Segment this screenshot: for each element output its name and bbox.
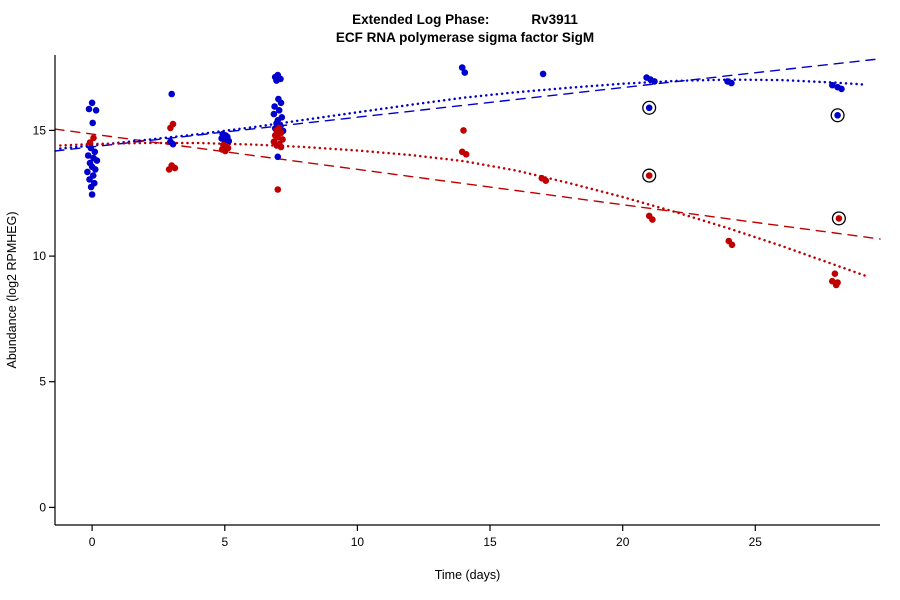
chart-subtitle: ECF RNA polymerase sigma factor SigM: [335, 30, 595, 45]
red-smooth-fit: [59, 141, 868, 278]
data-point: [460, 127, 467, 134]
data-point: [84, 168, 91, 176]
data-point: [165, 166, 173, 173]
data-point: [831, 270, 839, 278]
data-point: [89, 119, 96, 127]
data-point: [829, 81, 836, 89]
outlier-ring-icon: [831, 211, 846, 226]
data-point: [171, 164, 179, 172]
data-point: [271, 103, 278, 110]
x-tick-label: 25: [749, 535, 763, 549]
data-point: [273, 77, 280, 84]
y-tick-label: 15: [33, 123, 47, 137]
data-point: [88, 99, 96, 107]
data-point: [225, 137, 233, 145]
x-tick-label: 0: [89, 535, 96, 549]
data-point: [92, 166, 99, 173]
data-point: [539, 70, 547, 78]
data-point: [728, 241, 736, 249]
data-point: [834, 112, 841, 119]
data-point: [168, 90, 175, 98]
y-tick-label: 5: [39, 375, 46, 389]
y-tick-label: 0: [39, 500, 46, 514]
data-point: [728, 79, 735, 87]
outlier-point: [830, 108, 845, 123]
chart-title-prefix: Extended Log Phase:: [352, 12, 490, 27]
x-tick-label: 5: [221, 535, 228, 549]
data-point: [645, 172, 653, 179]
data-point: [651, 78, 658, 85]
data-point: [88, 191, 96, 198]
data-point: [277, 143, 285, 151]
data-point: [274, 186, 282, 193]
x-tick-label: 10: [351, 535, 365, 549]
blue-smooth-fit: [59, 78, 868, 150]
data-point: [275, 107, 283, 114]
outlier-point: [642, 100, 657, 115]
blue-linear-fit: [54, 58, 881, 152]
outlier-ring-icon: [642, 100, 657, 115]
data-point: [462, 151, 470, 158]
data-point: [85, 105, 93, 113]
outlier-point: [831, 211, 846, 226]
x-tick-label: 20: [616, 535, 630, 549]
data-point: [279, 136, 286, 143]
outlier-point: [642, 168, 657, 183]
data-point: [167, 124, 174, 132]
data-point: [649, 216, 656, 223]
y-axis-label: Abundance (log2 RPMHEG): [5, 211, 19, 369]
x-tick-label: 15: [483, 535, 497, 549]
data-point: [91, 148, 99, 156]
data-point: [93, 157, 101, 164]
chart-title-gene: Rv3911: [531, 12, 578, 27]
data-point: [222, 147, 229, 155]
data-point: [86, 139, 94, 146]
condition-blue-points: [84, 64, 845, 198]
outlier-ring-icon: [830, 108, 845, 123]
data-point: [87, 183, 95, 191]
red-linear-fit: [54, 128, 881, 240]
y-tick-label: 10: [33, 249, 47, 263]
data-point: [90, 134, 97, 142]
condition-red-points: [86, 120, 841, 289]
data-point: [270, 110, 278, 118]
outlier-ring-icon: [642, 168, 657, 183]
x-axis-label: Time (days): [434, 568, 501, 582]
data-point: [92, 107, 100, 114]
data-point: [838, 85, 845, 93]
data-point: [458, 64, 466, 71]
data-point: [169, 140, 177, 148]
data-point: [835, 215, 843, 222]
data-point: [645, 104, 653, 112]
data-point: [277, 99, 285, 107]
chart-title: Extended Log Phase: Rv3911: [30, 12, 900, 28]
data-point: [274, 153, 282, 161]
data-point: [84, 152, 92, 159]
data-point: [542, 177, 550, 184]
data-point: [86, 176, 93, 183]
data-point: [461, 69, 469, 76]
data-point: [832, 281, 840, 289]
